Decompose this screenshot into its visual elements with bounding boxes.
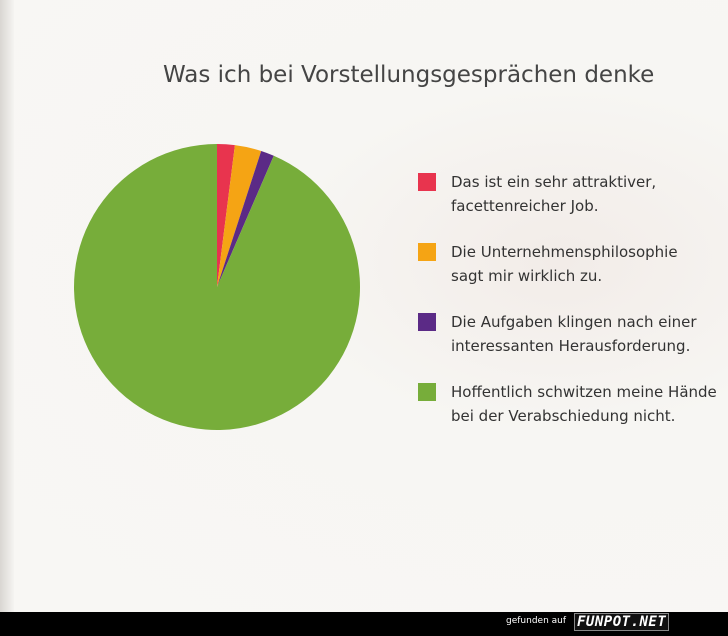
pie-chart (73, 144, 360, 431)
pie-slice-schwitzen (73, 144, 360, 431)
footer-bar: gefunden auf FUNPOT.NET (0, 612, 728, 636)
legend-label-line2: interessanten Herausforderung. (451, 337, 691, 355)
legend-item-aufgaben: Die Aufgaben klingen nach einer interess… (418, 310, 728, 380)
footer-label: gefunden auf (506, 616, 567, 626)
legend-label-line1: Die Unternehmensphilosophie (451, 243, 678, 261)
chart-title: Was ich bei Vorstellungsgesprächen denke (163, 62, 655, 88)
pie-slice-attraktiv (217, 144, 235, 287)
pie-slice-philosophie (217, 145, 262, 287)
legend-item-schwitzen: Hoffentlich schwitzen meine Hände bei de… (418, 380, 728, 450)
legend-item-philosophie: Die Unternehmensphilosophie sagt mir wir… (418, 240, 728, 310)
legend-label: Die Aufgaben klingen nach einer interess… (451, 310, 697, 358)
legend-label-line2: bei der Verabschiedung nicht. (451, 407, 676, 425)
legend-label-line1: Das ist ein sehr attraktiver, (451, 173, 657, 191)
legend-swatch-purple (418, 313, 436, 331)
pie-slice-aufgaben (217, 150, 274, 287)
legend-label: Das ist ein sehr attraktiver, facettenre… (451, 170, 656, 218)
legend-item-attraktiv: Das ist ein sehr attraktiver, facettenre… (418, 170, 728, 240)
legend-label: Die Unternehmensphilosophie sagt mir wir… (451, 240, 678, 288)
legend-swatch-green (418, 383, 436, 401)
legend-label-line2: sagt mir wirklich zu. (451, 267, 603, 285)
legend-swatch-orange (418, 243, 436, 261)
legend-swatch-red (418, 173, 436, 191)
legend-label-line1: Die Aufgaben klingen nach einer (451, 313, 697, 331)
legend-label: Hoffentlich schwitzen meine Hände bei de… (451, 380, 717, 428)
legend: Das ist ein sehr attraktiver, facettenre… (418, 170, 728, 450)
page-edge-shadow (0, 0, 14, 612)
funpot-logo-link[interactable]: FUNPOT.NET (574, 613, 670, 631)
legend-label-line1: Hoffentlich schwitzen meine Hände (451, 383, 717, 401)
legend-label-line2: facettenreicher Job. (451, 197, 599, 215)
